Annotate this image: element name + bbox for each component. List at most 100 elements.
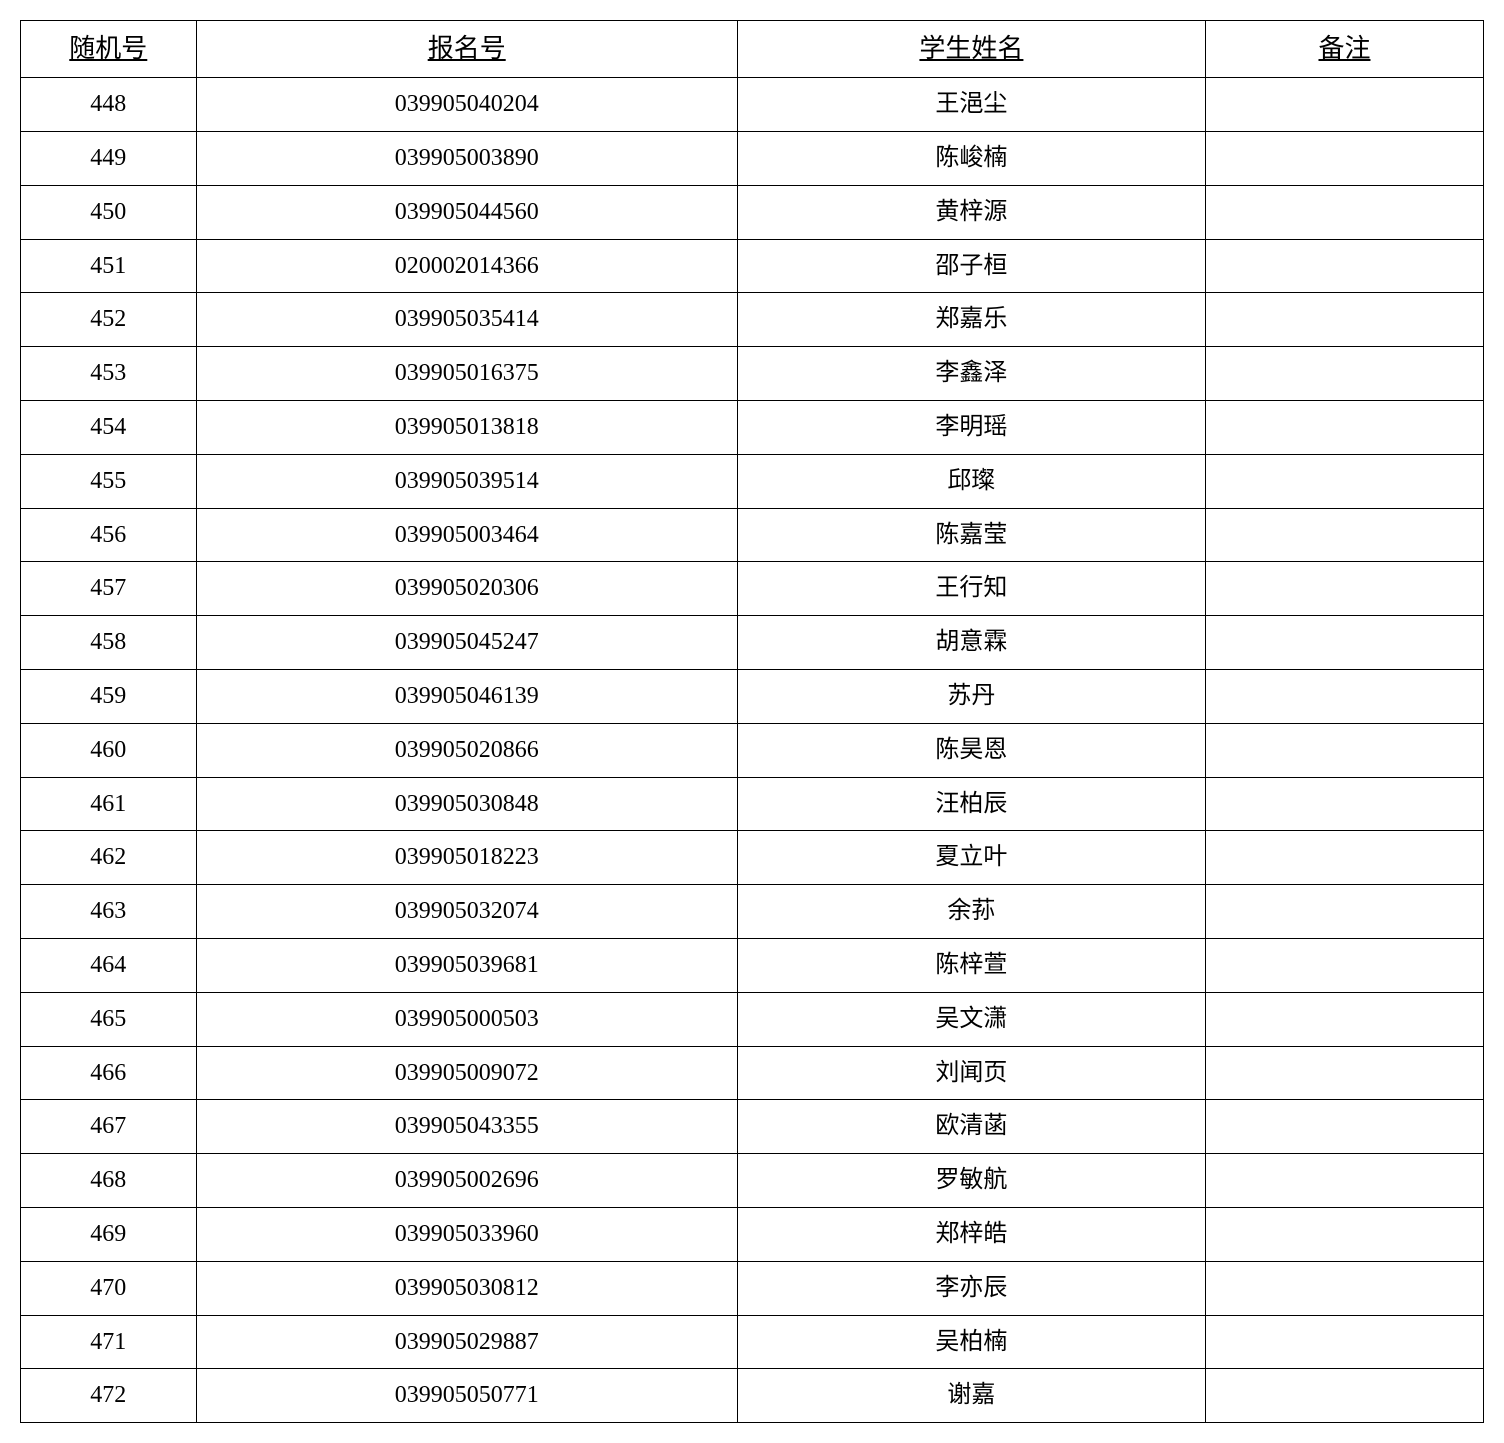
registration-number-cell: 039905016375: [196, 347, 737, 401]
registration-number-cell: 039905043355: [196, 1100, 737, 1154]
student-name-cell: 陈嘉莹: [737, 508, 1205, 562]
header-random-number: 随机号: [21, 21, 197, 78]
student-name-cell: 吴文潇: [737, 992, 1205, 1046]
student-name-cell: 余荪: [737, 885, 1205, 939]
remarks-cell: [1206, 1100, 1484, 1154]
remarks-cell: [1206, 777, 1484, 831]
table-row: 459039905046139苏丹: [21, 669, 1484, 723]
remarks-cell: [1206, 669, 1484, 723]
registration-number-cell: 039905020306: [196, 562, 737, 616]
table-row: 470039905030812李亦辰: [21, 1261, 1484, 1315]
registration-number-cell: 039905018223: [196, 831, 737, 885]
registration-number-cell: 039905003890: [196, 131, 737, 185]
table-row: 458039905045247胡意霖: [21, 616, 1484, 670]
remarks-cell: [1206, 185, 1484, 239]
remarks-cell: [1206, 131, 1484, 185]
table-row: 472039905050771谢嘉: [21, 1369, 1484, 1423]
registration-number-cell: 039905029887: [196, 1315, 737, 1369]
table-row: 450039905044560黄梓源: [21, 185, 1484, 239]
random-number-cell: 464: [21, 938, 197, 992]
random-number-cell: 466: [21, 1046, 197, 1100]
registration-number-cell: 039905003464: [196, 508, 737, 562]
registration-number-cell: 039905002696: [196, 1154, 737, 1208]
table-row: 455039905039514邱璨: [21, 454, 1484, 508]
random-number-cell: 456: [21, 508, 197, 562]
registration-number-cell: 039905030812: [196, 1261, 737, 1315]
student-name-cell: 李亦辰: [737, 1261, 1205, 1315]
registration-number-cell: 039905033960: [196, 1207, 737, 1261]
remarks-cell: [1206, 454, 1484, 508]
random-number-cell: 469: [21, 1207, 197, 1261]
student-name-cell: 李鑫泽: [737, 347, 1205, 401]
table-row: 468039905002696罗敏航: [21, 1154, 1484, 1208]
table-body: 448039905040204王浥尘449039905003890陈峻楠4500…: [21, 78, 1484, 1423]
header-remarks: 备注: [1206, 21, 1484, 78]
remarks-cell: [1206, 831, 1484, 885]
student-name-cell: 吴柏楠: [737, 1315, 1205, 1369]
student-name-cell: 罗敏航: [737, 1154, 1205, 1208]
student-name-cell: 邱璨: [737, 454, 1205, 508]
remarks-cell: [1206, 616, 1484, 670]
table-row: 467039905043355欧清菡: [21, 1100, 1484, 1154]
registration-number-cell: 039905032074: [196, 885, 737, 939]
student-name-cell: 郑嘉乐: [737, 293, 1205, 347]
table-row: 463039905032074余荪: [21, 885, 1484, 939]
random-number-cell: 472: [21, 1369, 197, 1423]
table-row: 454039905013818李明瑶: [21, 400, 1484, 454]
table-row: 465039905000503吴文潇: [21, 992, 1484, 1046]
remarks-cell: [1206, 239, 1484, 293]
registration-number-cell: 039905013818: [196, 400, 737, 454]
remarks-cell: [1206, 1315, 1484, 1369]
registration-number-cell: 039905046139: [196, 669, 737, 723]
random-number-cell: 455: [21, 454, 197, 508]
table-row: 460039905020866陈昊恩: [21, 723, 1484, 777]
random-number-cell: 470: [21, 1261, 197, 1315]
random-number-cell: 460: [21, 723, 197, 777]
header-student-name: 学生姓名: [737, 21, 1205, 78]
student-name-cell: 苏丹: [737, 669, 1205, 723]
registration-number-cell: 039905009072: [196, 1046, 737, 1100]
table-row: 453039905016375李鑫泽: [21, 347, 1484, 401]
student-name-cell: 黄梓源: [737, 185, 1205, 239]
student-name-cell: 邵子桓: [737, 239, 1205, 293]
header-row: 随机号 报名号 学生姓名 备注: [21, 21, 1484, 78]
student-name-cell: 王浥尘: [737, 78, 1205, 132]
table-row: 466039905009072刘闻页: [21, 1046, 1484, 1100]
registration-number-cell: 039905040204: [196, 78, 737, 132]
student-name-cell: 陈峻楠: [737, 131, 1205, 185]
random-number-cell: 462: [21, 831, 197, 885]
registration-number-cell: 039905039681: [196, 938, 737, 992]
student-name-cell: 陈梓萱: [737, 938, 1205, 992]
table-row: 461039905030848汪柏辰: [21, 777, 1484, 831]
remarks-cell: [1206, 293, 1484, 347]
remarks-cell: [1206, 508, 1484, 562]
remarks-cell: [1206, 1261, 1484, 1315]
random-number-cell: 449: [21, 131, 197, 185]
random-number-cell: 463: [21, 885, 197, 939]
student-name-cell: 刘闻页: [737, 1046, 1205, 1100]
student-registry-table: 随机号 报名号 学生姓名 备注 448039905040204王浥尘449039…: [20, 20, 1484, 1423]
student-name-cell: 陈昊恩: [737, 723, 1205, 777]
remarks-cell: [1206, 78, 1484, 132]
registration-number-cell: 039905039514: [196, 454, 737, 508]
random-number-cell: 451: [21, 239, 197, 293]
table-row: 451020002014366邵子桓: [21, 239, 1484, 293]
registration-number-cell: 039905045247: [196, 616, 737, 670]
registration-number-cell: 039905035414: [196, 293, 737, 347]
header-registration-number: 报名号: [196, 21, 737, 78]
table-row: 448039905040204王浥尘: [21, 78, 1484, 132]
random-number-cell: 459: [21, 669, 197, 723]
random-number-cell: 468: [21, 1154, 197, 1208]
table-row: 462039905018223夏立叶: [21, 831, 1484, 885]
random-number-cell: 448: [21, 78, 197, 132]
random-number-cell: 450: [21, 185, 197, 239]
random-number-cell: 452: [21, 293, 197, 347]
table-row: 452039905035414郑嘉乐: [21, 293, 1484, 347]
student-name-cell: 胡意霖: [737, 616, 1205, 670]
student-name-cell: 谢嘉: [737, 1369, 1205, 1423]
student-name-cell: 欧清菡: [737, 1100, 1205, 1154]
random-number-cell: 457: [21, 562, 197, 616]
random-number-cell: 458: [21, 616, 197, 670]
student-name-cell: 汪柏辰: [737, 777, 1205, 831]
registration-number-cell: 039905044560: [196, 185, 737, 239]
